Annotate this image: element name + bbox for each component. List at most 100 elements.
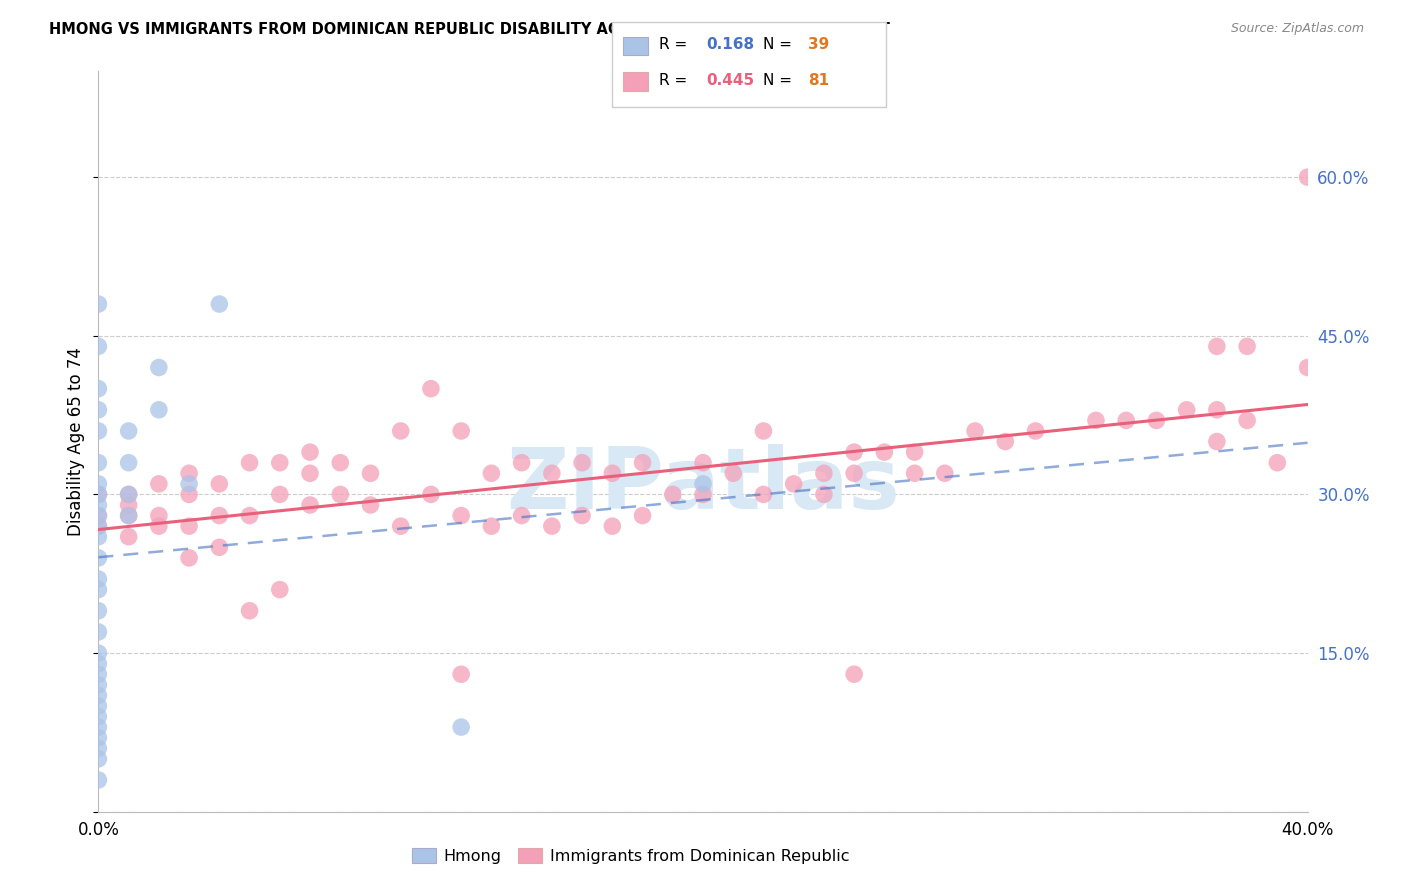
Point: [87, 741, 110, 756]
Point: [87, 487, 110, 501]
Point: [1175, 402, 1198, 417]
Point: [87, 530, 110, 544]
Text: HMONG VS IMMIGRANTS FROM DOMINICAN REPUBLIC DISABILITY AGE 65 TO 74 CORRELATION : HMONG VS IMMIGRANTS FROM DOMINICAN REPUB…: [49, 22, 890, 37]
Point: [87, 689, 110, 703]
Text: 0.168: 0.168: [706, 37, 754, 52]
Point: [510, 508, 533, 523]
Point: [87, 604, 110, 618]
Point: [540, 519, 562, 533]
Point: [208, 508, 231, 523]
Point: [118, 508, 141, 523]
Text: N =: N =: [763, 73, 797, 87]
Point: [87, 424, 110, 438]
Point: [1236, 413, 1258, 427]
Point: [179, 487, 201, 501]
Point: [1267, 456, 1289, 470]
Point: [87, 519, 110, 533]
Point: [783, 476, 806, 491]
Point: [571, 456, 593, 470]
Point: [631, 508, 654, 523]
Point: [239, 456, 262, 470]
Point: [269, 582, 291, 597]
Point: [87, 582, 110, 597]
Point: [87, 624, 110, 639]
Point: [179, 550, 201, 565]
Point: [87, 297, 110, 311]
Point: [87, 476, 110, 491]
Point: [450, 424, 472, 438]
Point: [813, 487, 835, 501]
Point: [87, 646, 110, 660]
Point: [602, 519, 624, 533]
Point: [87, 657, 110, 671]
Point: [360, 498, 382, 512]
Point: [87, 456, 110, 470]
Point: [1024, 424, 1046, 438]
Text: 81: 81: [808, 73, 830, 87]
Point: [118, 487, 141, 501]
Point: [87, 402, 110, 417]
Point: [481, 519, 503, 533]
Text: 39: 39: [808, 37, 830, 52]
Point: [87, 678, 110, 692]
Point: [420, 382, 443, 396]
Point: [239, 604, 262, 618]
Text: N =: N =: [763, 37, 797, 52]
Point: [631, 456, 654, 470]
Point: [692, 476, 714, 491]
Point: [692, 487, 714, 501]
Text: R =: R =: [659, 37, 693, 52]
Point: [269, 487, 291, 501]
Point: [965, 424, 987, 438]
Point: [87, 498, 110, 512]
Point: [450, 508, 472, 523]
Point: [329, 487, 352, 501]
Point: [179, 519, 201, 533]
Point: [692, 456, 714, 470]
Point: [87, 339, 110, 353]
Point: [87, 752, 110, 766]
Point: [148, 508, 170, 523]
Point: [844, 467, 866, 481]
Point: [389, 424, 412, 438]
Point: [208, 541, 231, 555]
Point: [87, 508, 110, 523]
Point: [1085, 413, 1108, 427]
Point: [87, 487, 110, 501]
Point: [269, 456, 291, 470]
Point: [87, 519, 110, 533]
Point: [299, 498, 322, 512]
Point: [87, 382, 110, 396]
Point: [450, 667, 472, 681]
Point: [87, 550, 110, 565]
Point: [208, 297, 231, 311]
Point: [752, 424, 775, 438]
Point: [602, 467, 624, 481]
Text: Source: ZipAtlas.com: Source: ZipAtlas.com: [1230, 22, 1364, 36]
Point: [1296, 360, 1319, 375]
Point: [571, 508, 593, 523]
Text: ZIPatlas: ZIPatlas: [506, 444, 900, 527]
Text: R =: R =: [659, 73, 693, 87]
Point: [118, 424, 141, 438]
Point: [752, 487, 775, 501]
Point: [420, 487, 443, 501]
Point: [299, 467, 322, 481]
Point: [481, 467, 503, 481]
Point: [87, 720, 110, 734]
Point: [1206, 434, 1229, 449]
Point: [994, 434, 1017, 449]
Point: [148, 402, 170, 417]
Point: [904, 445, 927, 459]
Point: [179, 476, 201, 491]
Point: [208, 476, 231, 491]
Point: [118, 487, 141, 501]
Point: [148, 476, 170, 491]
Point: [148, 360, 170, 375]
Point: [87, 572, 110, 586]
Point: [1144, 413, 1167, 427]
Point: [87, 731, 110, 745]
Point: [87, 698, 110, 713]
Point: [813, 467, 835, 481]
Point: [299, 445, 322, 459]
